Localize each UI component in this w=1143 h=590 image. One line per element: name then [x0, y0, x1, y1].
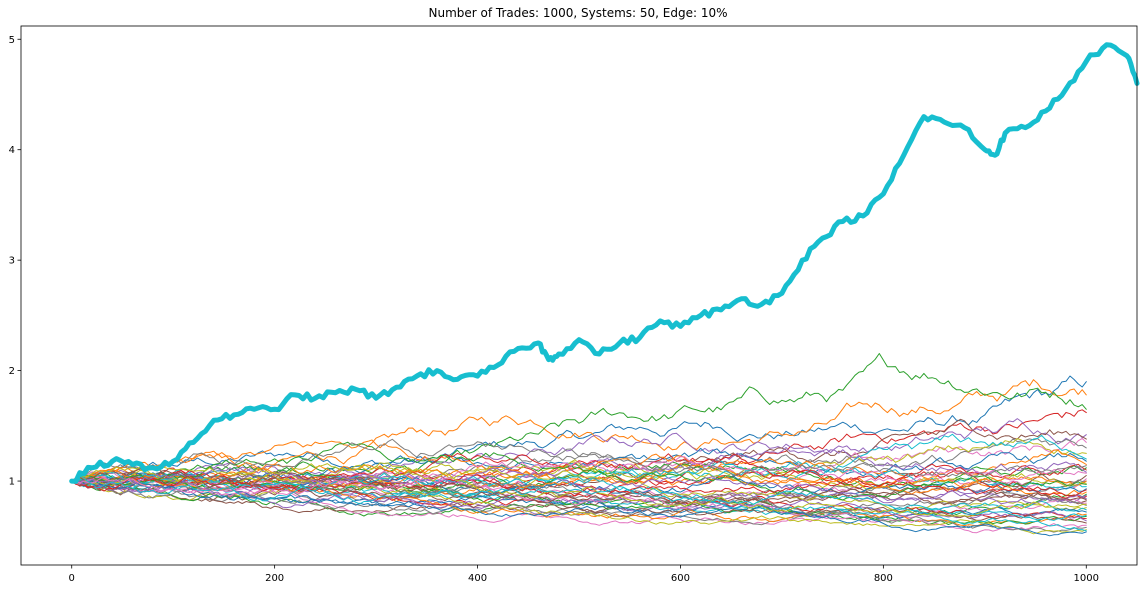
system-equity-line — [71, 474, 1087, 521]
best-system-equity-line — [69, 42, 1140, 484]
system-equity-line — [71, 476, 1087, 534]
x-tick-label: 800 — [874, 573, 893, 584]
y-tick-label: 4 — [9, 145, 15, 156]
series-layer — [71, 353, 1087, 537]
x-tick-label: 1000 — [1074, 573, 1099, 584]
system-equity-line — [71, 441, 1087, 501]
x-tick-label: 400 — [468, 573, 487, 584]
system-equity-line — [71, 480, 1087, 537]
system-equity-line — [71, 466, 1087, 505]
x-tick-label: 200 — [265, 573, 284, 584]
y-tick-label: 5 — [9, 35, 15, 46]
x-tick-label: 0 — [69, 573, 75, 584]
chart-title: Number of Trades: 1000, Systems: 50, Edg… — [428, 6, 727, 20]
system-equity-line — [71, 480, 1087, 514]
system-equity-line — [71, 472, 1087, 533]
y-tick-label: 3 — [9, 256, 15, 267]
system-equity-line — [71, 438, 1087, 482]
system-equity-line — [71, 475, 1087, 526]
system-equity-line — [71, 469, 1087, 535]
system-equity-line — [71, 463, 1087, 518]
system-equity-line — [71, 453, 1087, 495]
y-axis: 1 2 3 4 5 — [9, 35, 21, 488]
system-equity-line — [71, 456, 1087, 497]
system-equity-line — [71, 463, 1087, 514]
system-equity-line — [71, 478, 1087, 526]
system-equity-line — [71, 476, 1087, 525]
y-tick-label: 1 — [9, 477, 15, 488]
system-equity-line — [71, 375, 1087, 482]
plot-frame — [20, 25, 1138, 566]
system-equity-line — [71, 464, 1087, 507]
x-axis: 0 200 400 600 800 1000 — [69, 565, 1099, 584]
system-equity-line — [71, 474, 1087, 499]
system-equity-line — [71, 418, 1087, 483]
system-equity-line — [71, 473, 1087, 518]
system-equity-line — [71, 470, 1087, 532]
highlight-layer — [69, 42, 1140, 484]
y-tick-label: 2 — [9, 366, 15, 377]
x-tick-label: 600 — [671, 573, 690, 584]
